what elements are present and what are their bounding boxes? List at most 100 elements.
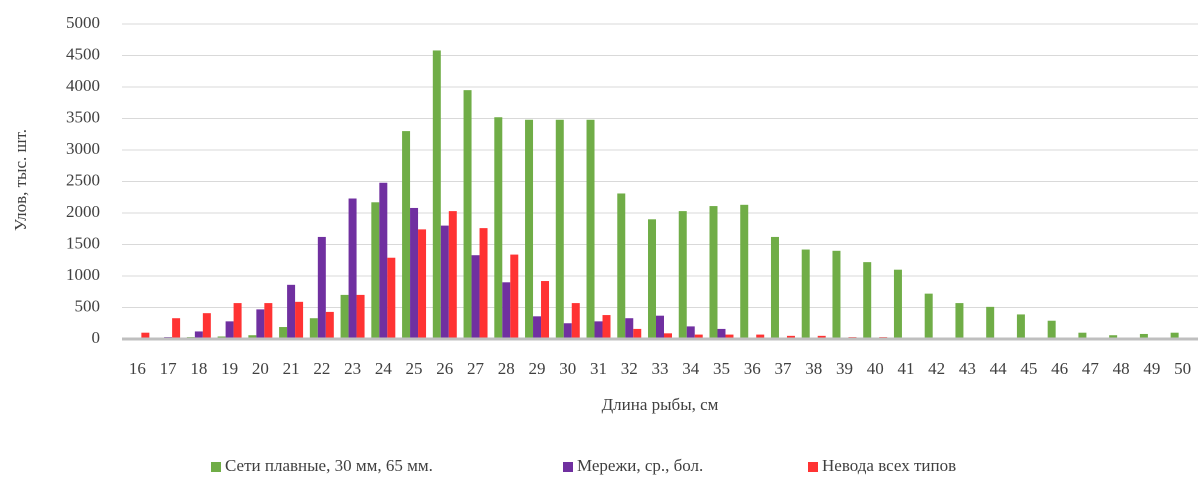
bar — [340, 294, 349, 339]
bar — [410, 207, 419, 339]
bar — [309, 318, 318, 339]
bar — [625, 318, 634, 339]
bar — [479, 228, 488, 339]
bar — [233, 303, 242, 339]
bar — [418, 229, 427, 339]
x-tick-label: 37 — [774, 359, 792, 378]
bar — [863, 262, 872, 339]
x-tick-label: 18 — [190, 359, 207, 378]
bar — [1016, 314, 1025, 339]
bar — [648, 219, 657, 339]
bar — [717, 328, 726, 339]
x-tick-label: 35 — [713, 359, 730, 378]
x-tick-label: 25 — [406, 359, 423, 378]
bar — [325, 311, 334, 339]
bar — [510, 254, 519, 339]
x-tick-label: 24 — [375, 359, 393, 378]
x-tick-label: 27 — [467, 359, 485, 378]
bar — [502, 282, 511, 339]
bar — [770, 236, 779, 339]
bar — [295, 301, 304, 339]
x-tick-label: 32 — [621, 359, 638, 378]
bar — [225, 321, 234, 339]
legend-swatch — [211, 462, 221, 472]
bar — [555, 119, 564, 339]
bar — [571, 303, 580, 339]
bar — [471, 255, 480, 339]
y-tick-label: 4000 — [66, 76, 100, 95]
bar — [924, 293, 933, 339]
x-tick-label: 49 — [1143, 359, 1160, 378]
bar — [801, 249, 810, 339]
x-tick-label: 31 — [590, 359, 607, 378]
bar — [432, 50, 441, 340]
bar — [678, 211, 687, 339]
x-tick-label: 48 — [1113, 359, 1130, 378]
x-tick-label: 29 — [529, 359, 546, 378]
bar — [1109, 335, 1118, 339]
bar — [756, 334, 765, 339]
x-tick-label: 20 — [252, 359, 269, 378]
bar — [494, 117, 503, 340]
x-tick-label: 23 — [344, 359, 361, 378]
bar — [656, 315, 664, 339]
x-tick-label: 50 — [1174, 359, 1191, 378]
y-axis-label: Улов, тыс. шт. — [11, 129, 30, 231]
x-tick-label: 39 — [836, 359, 853, 378]
y-tick-label: 3500 — [66, 107, 100, 126]
y-tick-label: 500 — [75, 296, 101, 315]
bar — [172, 318, 181, 339]
bar — [786, 335, 795, 339]
bar — [356, 294, 365, 339]
bar — [893, 269, 902, 339]
bar — [141, 332, 150, 339]
x-tick-label: 47 — [1082, 359, 1100, 378]
legend-label: Невода всех типов — [822, 456, 956, 475]
bar — [317, 236, 326, 339]
bar — [264, 303, 273, 339]
x-tick-label: 21 — [283, 359, 300, 378]
bar — [617, 193, 626, 339]
x-tick-label: 41 — [897, 359, 914, 378]
x-tick-label: 17 — [160, 359, 178, 378]
bar — [287, 284, 296, 339]
x-tick-label: 40 — [867, 359, 884, 378]
bar — [202, 313, 211, 339]
x-tick-label: 34 — [682, 359, 700, 378]
y-tick-label: 0 — [92, 328, 101, 347]
bar — [725, 334, 734, 339]
bar — [256, 309, 265, 339]
bar — [463, 90, 472, 340]
bar — [832, 250, 841, 339]
x-tick-label: 44 — [990, 359, 1008, 378]
bar — [1047, 320, 1056, 339]
y-tick-label: 4500 — [66, 44, 100, 63]
legend-label: Сети плавные, 30 мм, 65 мм. — [225, 456, 433, 475]
x-tick-label: 36 — [744, 359, 761, 378]
bar — [525, 119, 534, 339]
x-tick-label: 38 — [805, 359, 822, 378]
bar — [348, 198, 357, 339]
x-tick-label: 46 — [1051, 359, 1068, 378]
y-tick-label: 5000 — [66, 13, 100, 32]
bar — [440, 225, 449, 339]
x-tick-label: 45 — [1020, 359, 1037, 378]
x-tick-label: 19 — [221, 359, 238, 378]
bar — [1170, 332, 1179, 339]
bar — [986, 306, 995, 339]
bar — [694, 334, 703, 339]
bar — [379, 182, 388, 339]
y-tick-label: 2000 — [66, 202, 100, 221]
bar — [541, 281, 550, 339]
bar — [1139, 333, 1148, 339]
bar — [709, 206, 718, 339]
legend-swatch — [563, 462, 573, 472]
legend-label: Мережи, ср., бол. — [577, 456, 703, 475]
bar — [248, 335, 257, 339]
bar — [387, 257, 396, 339]
bar — [533, 316, 542, 339]
x-axis-label: Длина рыбы, см — [602, 395, 719, 414]
y-tick-label: 1000 — [66, 265, 100, 284]
bar — [194, 331, 203, 339]
bar — [594, 321, 603, 339]
